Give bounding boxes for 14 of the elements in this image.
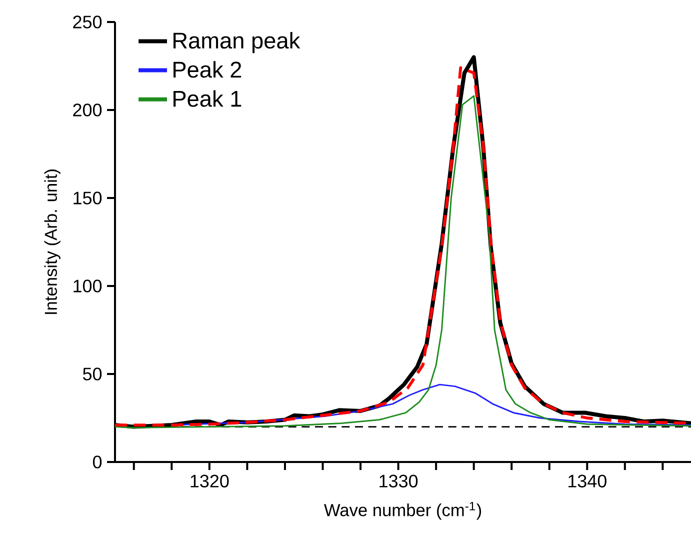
y-tick-label: 200: [73, 104, 102, 116]
legend-label: Peak 1: [174, 90, 242, 107]
y-axis-title: Intensity (Arb. unit): [44, 170, 60, 314]
legend-label: Peak 2: [174, 61, 242, 78]
x-tick-label: 1330: [380, 474, 418, 488]
y-tick-label: 100: [74, 280, 102, 292]
y-tick-label: 0: [92, 456, 102, 468]
legend-label: Raman peak: [174, 32, 300, 54]
x-tick-label: 1340: [568, 474, 606, 488]
y-tick-label: 250: [73, 16, 102, 28]
y-tick-label: 150: [74, 192, 102, 204]
x-axis-title: Wave number (cm$^{-1}$): [324, 502, 482, 520]
x-tick-label: 1320: [190, 474, 229, 488]
y-tick-label: 50: [82, 368, 102, 380]
